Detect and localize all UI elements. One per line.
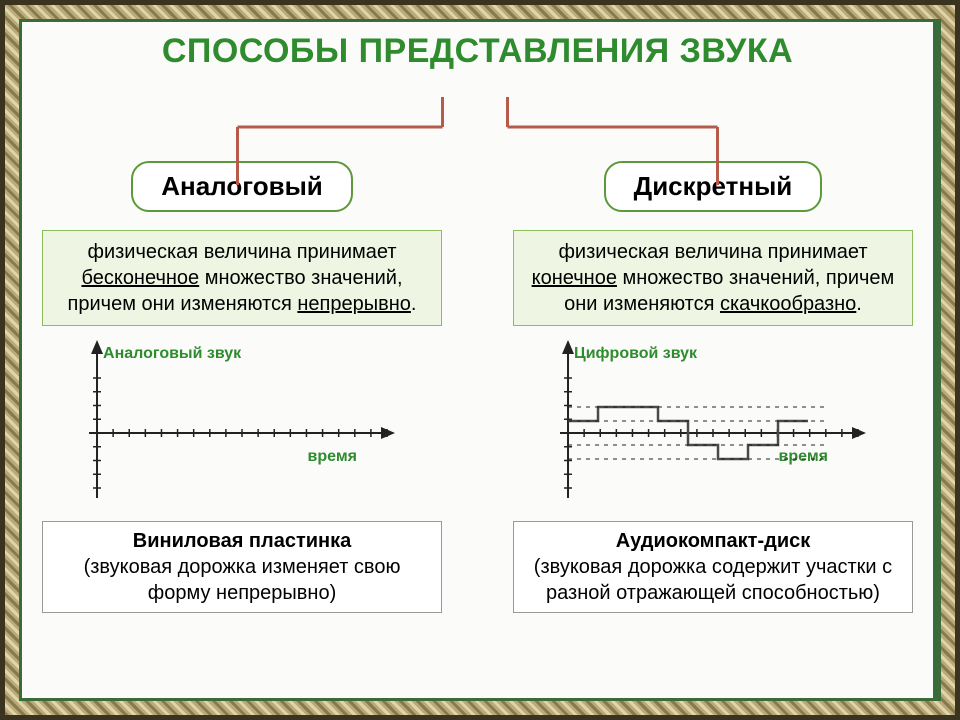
analog-branch: Аналоговый физическая величина принимает… [57,161,427,613]
discrete-description: физическая величина принимает конечное м… [513,230,913,326]
slide-body: СПОСОБЫ ПРЕДСТАВЛЕНИЯ ЗВУКА Аналоговый ф… [19,19,941,701]
example-text: (звуковая дорожка содержит участки с раз… [534,556,892,604]
svg-text:Аналоговый звук: Аналоговый звук [103,345,242,362]
analog-node: Аналоговый [131,161,353,212]
example-text: (звуковая дорожка изменяет свою форму не… [84,556,401,604]
decorative-frame: СПОСОБЫ ПРЕДСТАВЛЕНИЯ ЗВУКА Аналоговый ф… [0,0,960,720]
svg-text:время: время [308,448,357,465]
text-underlined: конечное [532,267,617,289]
analog-chart: Аналоговый звук время [57,338,427,513]
text-underlined: непрерывно [297,293,411,315]
slide-title: СПОСОБЫ ПРЕДСТАВЛЕНИЯ ЗВУКА [42,32,913,71]
text: . [411,293,417,315]
analog-example: Виниловая пластинка (звуковая дорожка из… [42,521,442,613]
svg-text:время: время [779,448,828,465]
example-title: Аудиокомпакт-диск [616,530,811,552]
text: физическая величина принимает [558,241,867,263]
discrete-branch: Дискретный физическая величина принимает… [528,161,898,613]
text-underlined: скачкообразно [720,293,856,315]
text: . [856,293,862,315]
svg-text:Цифровой звук: Цифровой звук [574,345,698,362]
discrete-example: Аудиокомпакт-диск (звуковая дорожка соде… [513,521,913,613]
text-underlined: бесконечное [81,267,199,289]
discrete-node: Дискретный [604,161,823,212]
text: физическая величина принимает [87,241,396,263]
discrete-chart: Цифровой звук время [528,338,898,513]
example-title: Виниловая пластинка [133,530,352,552]
analog-description: физическая величина принимает бесконечно… [42,230,442,326]
branches-row: Аналоговый физическая величина принимает… [42,161,913,613]
